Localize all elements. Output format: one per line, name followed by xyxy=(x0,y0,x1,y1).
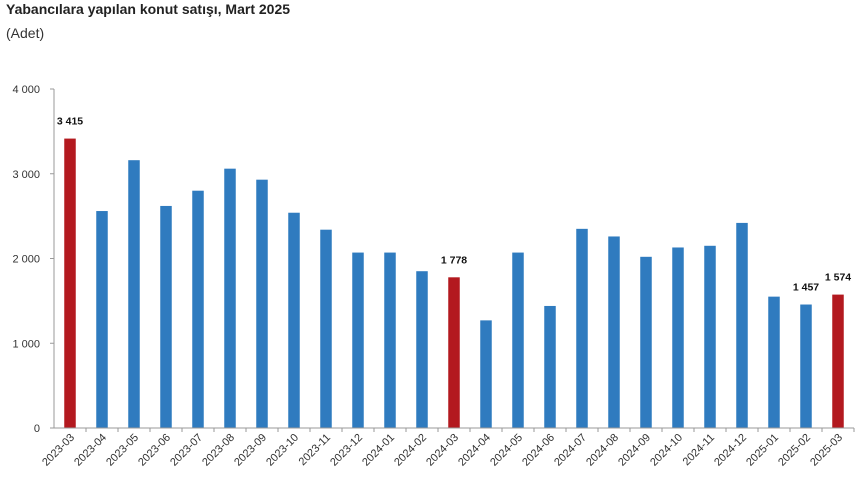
bar-2024-07 xyxy=(576,228,588,428)
y-tick-label: 3 000 xyxy=(12,169,40,181)
bar-2024-04 xyxy=(480,320,492,428)
bar-2024-03 xyxy=(448,277,460,428)
x-tick-label: 2023-03 xyxy=(40,432,77,469)
x-tick-label: 2024-01 xyxy=(360,432,397,469)
bar-2024-11 xyxy=(704,245,716,428)
data-label: 3 415 xyxy=(57,116,83,128)
x-tick-label: 2025-01 xyxy=(744,432,781,469)
data-label: 1 574 xyxy=(825,272,851,284)
bar-2023-10 xyxy=(288,212,300,428)
bar-2023-04 xyxy=(96,211,108,428)
chart-title: Yabancılara yapılan konut satışı, Mart 2… xyxy=(6,1,291,17)
bar-2023-05 xyxy=(128,160,140,428)
x-tick-label: 2023-12 xyxy=(328,432,365,469)
bar-2024-05 xyxy=(512,252,524,428)
x-tick-label: 2024-08 xyxy=(584,432,621,469)
bars xyxy=(64,138,844,429)
bar-2024-06 xyxy=(544,305,556,428)
x-tick-label: 2025-02 xyxy=(776,432,813,469)
bar-2024-08 xyxy=(608,236,620,428)
x-tick-label: 2024-03 xyxy=(424,432,461,469)
x-tick-label: 2024-05 xyxy=(488,432,525,469)
x-tick-label: 2023-09 xyxy=(232,432,269,469)
bar-2023-07 xyxy=(192,190,204,428)
bar-2023-11 xyxy=(320,229,332,428)
bar-2023-06 xyxy=(160,205,172,428)
bar-2023-08 xyxy=(224,168,236,429)
data-labels: 3 415 1 778 1 457 1 574 xyxy=(57,116,851,294)
bar-2024-12 xyxy=(736,222,748,428)
x-tick-label: 2023-10 xyxy=(264,432,301,469)
bar-2024-02 xyxy=(416,271,428,428)
x-tick-label: 2024-04 xyxy=(456,432,493,469)
x-tick-label: 2024-12 xyxy=(712,432,749,469)
y-tick-label: 0 xyxy=(34,423,40,435)
data-label: 1 778 xyxy=(441,254,467,266)
y-tick-label: 2 000 xyxy=(12,254,40,266)
y-tick-label: 1 000 xyxy=(12,338,40,350)
bar-2023-03 xyxy=(64,138,76,428)
bar-2025-01 xyxy=(768,296,780,428)
x-tick-label: 2024-09 xyxy=(616,432,653,469)
x-tick-label: 2024-02 xyxy=(392,432,429,469)
bar-2023-12 xyxy=(352,252,364,428)
x-tick-label: 2024-10 xyxy=(648,432,685,469)
bar-2024-10 xyxy=(672,247,684,428)
bar-2023-09 xyxy=(256,179,268,428)
x-tick-label: 2023-04 xyxy=(72,432,109,469)
data-label: 1 457 xyxy=(793,282,819,294)
y-tick-label: 4 000 xyxy=(12,84,40,96)
x-tick-label: 2023-05 xyxy=(104,432,141,469)
x-axis: 2023-032023-042023-052023-062023-072023-… xyxy=(40,427,855,469)
x-tick-label: 2023-07 xyxy=(168,432,205,469)
bar-2024-09 xyxy=(640,256,652,428)
x-tick-label: 2024-06 xyxy=(520,432,557,469)
x-tick-label: 2023-06 xyxy=(136,432,173,469)
x-tick-label: 2024-07 xyxy=(552,432,589,469)
bar-2024-01 xyxy=(384,252,396,428)
x-tick-label: 2023-08 xyxy=(200,432,237,469)
y-axis: 0 1 000 2 000 3 000 4 000 xyxy=(12,84,55,435)
x-tick-label: 2023-11 xyxy=(297,432,333,468)
x-tick-label: 2024-11 xyxy=(681,432,717,468)
bar-2025-03 xyxy=(832,294,844,428)
bar-2025-02 xyxy=(800,304,812,428)
x-tick-label: 2025-03 xyxy=(808,432,845,469)
chart-subtitle: (Adet) xyxy=(6,25,45,41)
